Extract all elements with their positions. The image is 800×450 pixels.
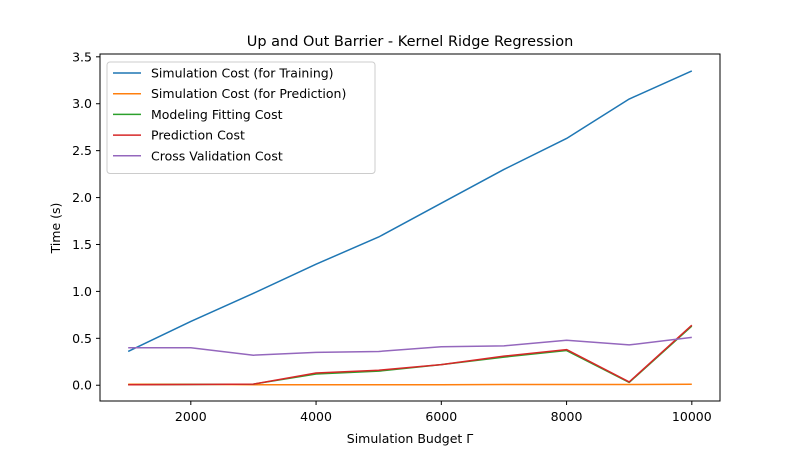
ticks-layer: 2000 4000 6000 8000 10000 0.0 0.5 1.0 1.5 2.0 2.5 3… [72,49,712,424]
y-axis-label: Time (s) [48,203,63,255]
y-tick-label: 1.0 [72,284,92,299]
x-axis-label: Simulation Budget Γ [347,431,473,446]
legend-box [106,61,376,174]
x-tick-label: 6000 [425,409,457,424]
y-tick-label: 1.5 [72,237,92,252]
series-line-prediction-cost [128,324,693,386]
plot-frame [99,53,721,402]
legend-label: Prediction Cost [151,128,245,143]
y-tick-label: 3.0 [72,96,92,111]
y-tick-label: 3.5 [72,49,92,64]
y-tick-label: 0.0 [72,378,92,393]
series-layer [127,70,693,386]
legend-label: Modeling Fitting Cost [151,107,283,122]
x-tick-label: 10000 [672,409,712,424]
y-tick-label: 0.5 [72,331,92,346]
legend: Simulation Cost (for Training) Simulation… [106,61,376,174]
series-line-simulation-cost-for-training [127,70,693,353]
legend-label: Cross Validation Cost [151,148,283,163]
chart-title: Up and Out Barrier - Kernel Ridge Regres… [247,34,574,50]
series-line-cross-validation-cost [128,336,692,356]
x-tick-label: 2000 [175,409,207,424]
x-tick-label: 8000 [551,409,583,424]
legend-label: Simulation Cost (for Prediction) [151,86,346,101]
legend-label: Simulation Cost (for Training) [151,66,334,81]
y-tick-label: 2.0 [72,190,92,205]
x-tick-label: 4000 [300,409,332,424]
y-tick-label: 2.5 [72,143,92,158]
